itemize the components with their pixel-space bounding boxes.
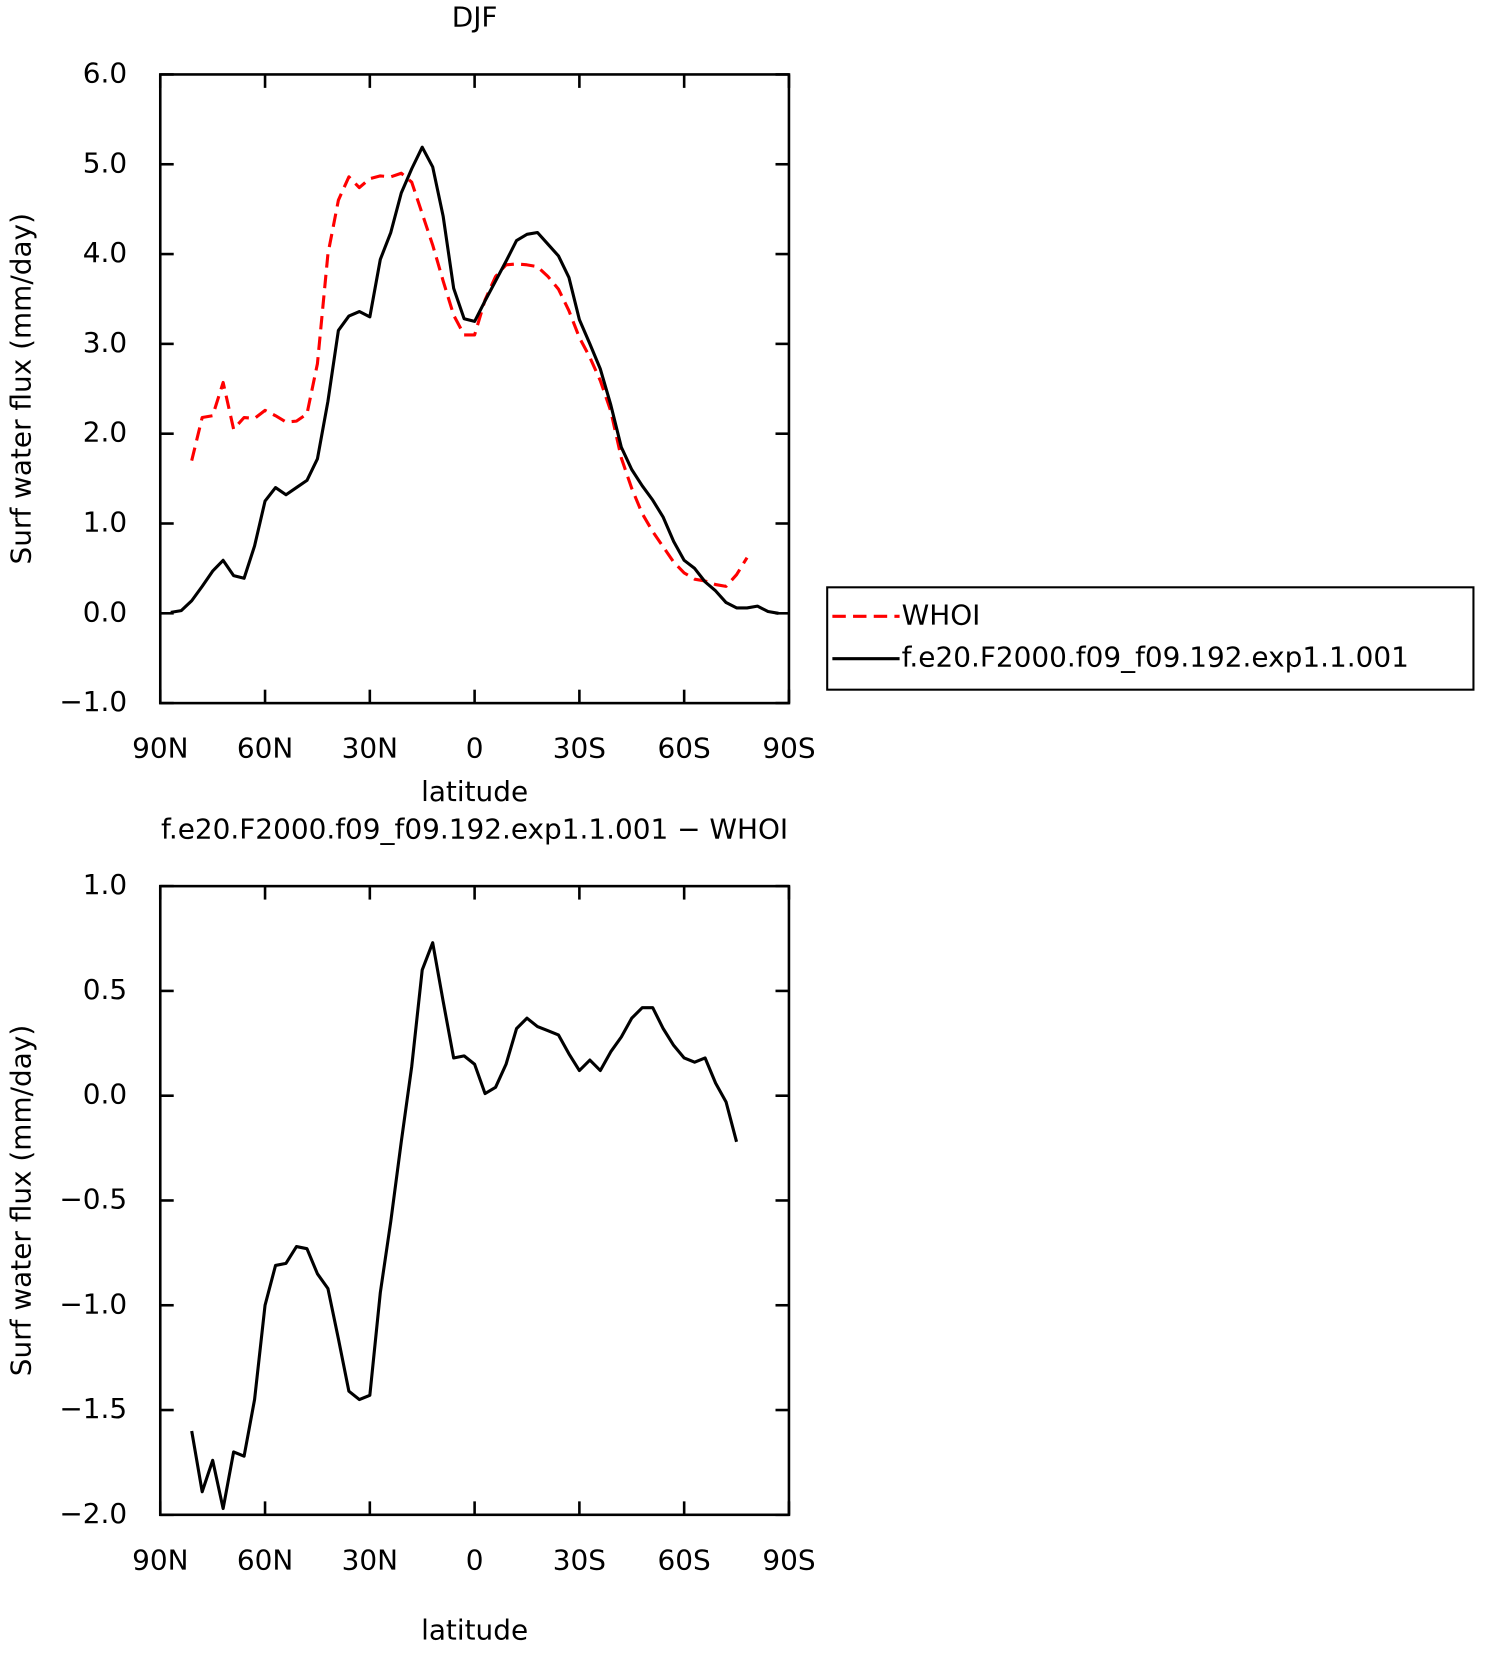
chart-title: f.e20.F2000.f09_f09.192.exp1.1.001 − WHO…	[161, 812, 788, 845]
x-tick-label: 90N	[132, 1543, 188, 1576]
x-tick-label: 30N	[342, 732, 398, 765]
x-tick-label: 30S	[553, 732, 606, 765]
x-tick-label: 60S	[658, 732, 711, 765]
y-tick-label: 0.0	[83, 1078, 127, 1111]
y-axis-label: Surf water flux (mm/day)	[5, 1025, 38, 1376]
x-tick-label: 0	[466, 1543, 484, 1576]
x-tick-label: 60S	[658, 1543, 711, 1576]
x-tick-label: 30N	[342, 1543, 398, 1576]
y-tick-label: −1.5	[59, 1392, 127, 1425]
x-tick-label: 60N	[237, 1543, 293, 1576]
y-tick-label: 1.0	[83, 868, 127, 901]
y-tick-label: 3.0	[83, 326, 127, 359]
chart-root: DJF −1.0 0.0 1.0 2.0 3.0 4.0 5.0 6.0 90N 60N 30N 0 30…	[5, 1, 1475, 1647]
x-tick-label: 0	[466, 732, 484, 765]
y-tick-label: −0.5	[59, 1182, 127, 1215]
y-tick-label: 1.0	[83, 505, 127, 538]
x-axis-label: latitude	[421, 1614, 528, 1647]
y-tick-label: 0.0	[83, 595, 127, 628]
x-tick-label: 90S	[762, 732, 815, 765]
x-tick-label: 30S	[553, 1543, 606, 1576]
legend-label: WHOI	[902, 598, 981, 631]
y-tick-label: 6.0	[83, 56, 127, 89]
y-tick-label: 5.0	[83, 146, 127, 179]
x-tick-label: 90N	[132, 732, 188, 765]
line-series	[170, 145, 779, 615]
y-tick-label: 2.0	[83, 416, 127, 449]
legend-box	[826, 586, 1475, 691]
y-tick-label: −1.0	[59, 685, 127, 718]
line-series	[190, 171, 749, 588]
legend-label: f.e20.F2000.f09_f09.192.exp1.1.001	[902, 641, 1409, 674]
y-tick-label: 4.0	[83, 236, 127, 269]
y-axis-label: Surf water flux (mm/day)	[5, 213, 38, 564]
y-tick-label: −2.0	[59, 1497, 127, 1530]
x-tick-label: 90S	[762, 1543, 815, 1576]
x-tick-label: 60N	[237, 732, 293, 765]
y-tick-label: 0.5	[83, 973, 127, 1006]
x-axis-label: latitude	[421, 775, 528, 808]
line-series	[190, 941, 739, 1511]
plot-frame	[158, 73, 791, 705]
chart-title: DJF	[452, 1, 498, 34]
plot-frame	[158, 884, 791, 1517]
y-tick-label: −1.0	[59, 1287, 127, 1320]
